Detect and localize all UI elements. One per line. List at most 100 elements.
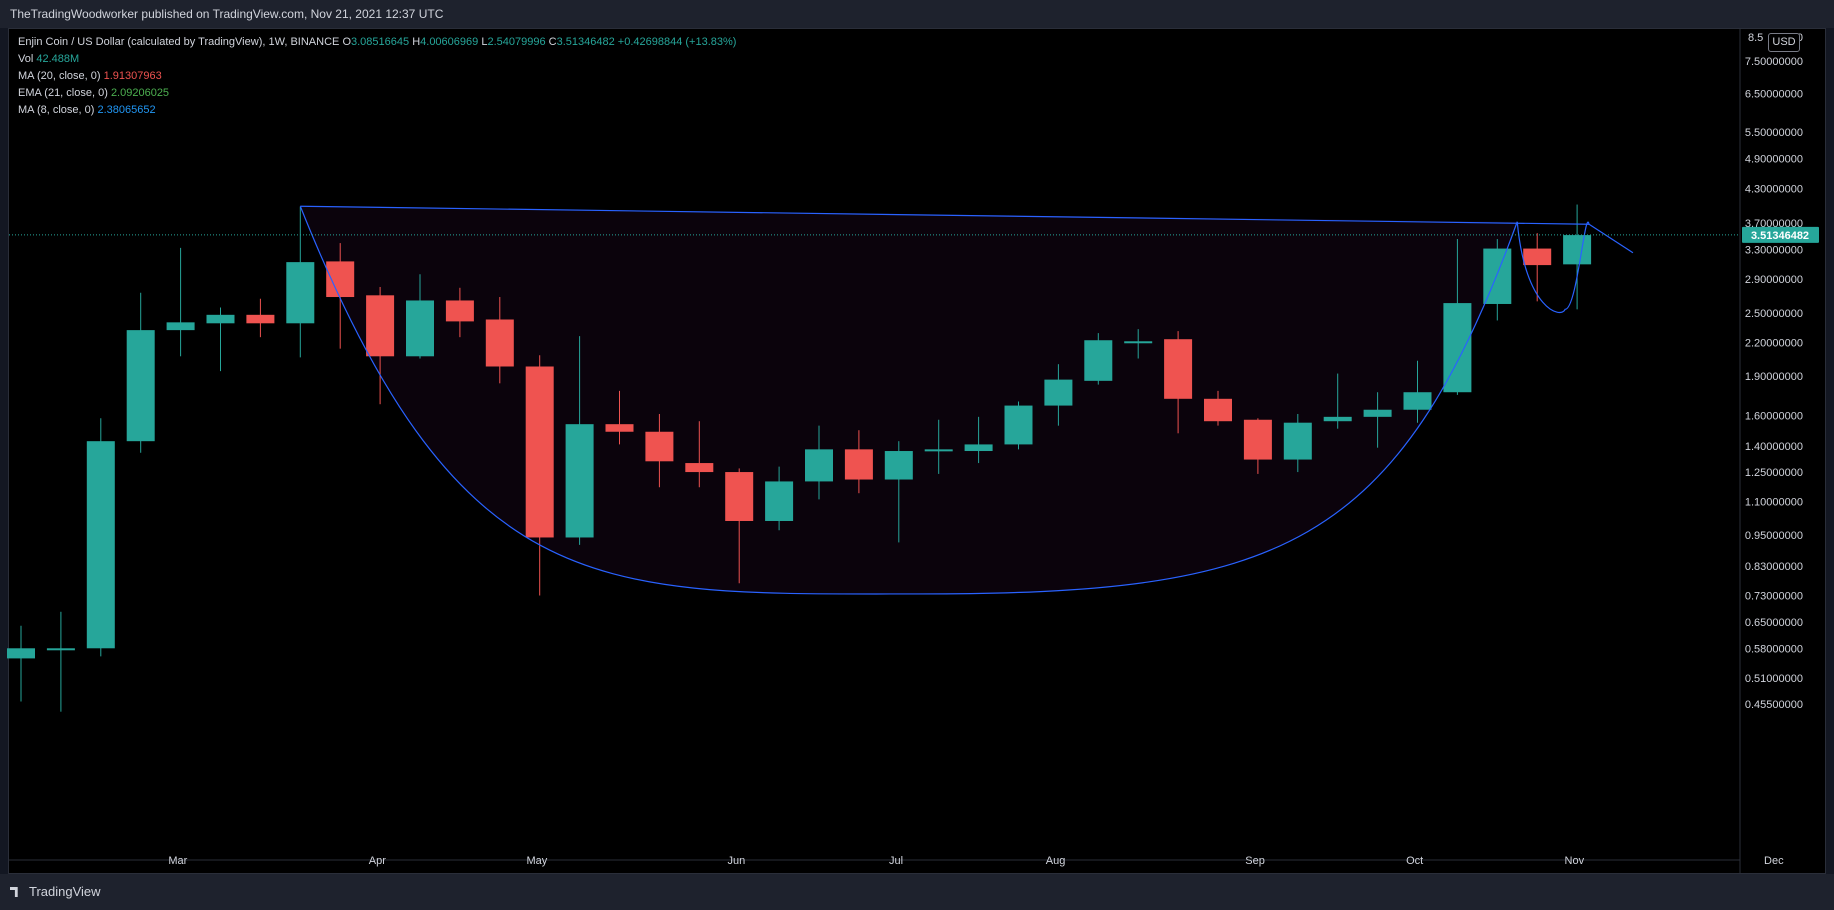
price-tick-label: 0.51000000 xyxy=(1745,673,1803,685)
candle-body xyxy=(1124,341,1153,344)
time-tick-label: Sep xyxy=(1245,855,1265,867)
candle-body xyxy=(964,444,993,452)
chart-frame[interactable] xyxy=(8,28,1826,874)
high-label: H xyxy=(412,36,421,48)
price-tick-label: 0.58000000 xyxy=(1745,643,1803,655)
price-tick-label: 2.50000000 xyxy=(1745,308,1803,320)
candle-body xyxy=(326,261,355,298)
ma8-label: MA (8, close, 0) xyxy=(18,104,95,116)
change-value: +0.42698844 (+13.83%) xyxy=(617,36,737,48)
volume-value: 42.488M xyxy=(36,53,80,65)
low-label: L xyxy=(481,36,488,48)
time-tick-label: May xyxy=(527,855,548,867)
candle-body xyxy=(1044,379,1073,406)
price-tick-label: 2.20000000 xyxy=(1745,337,1803,349)
symbol-title: Enjin Coin / US Dollar (calculated by Tr… xyxy=(18,36,340,48)
ma8-row[interactable]: MA (8, close, 0) 2.38065652 xyxy=(18,102,736,119)
candle-body xyxy=(7,648,35,659)
candlestick-chart[interactable]: 0.45500000 0.51000000 0.58000000 0.65000000… xyxy=(0,0,1834,874)
candle-body xyxy=(1004,405,1033,445)
price-tick-label: 0.83000000 xyxy=(1745,561,1803,573)
cup-curve xyxy=(299,206,1518,595)
ma20-row[interactable]: MA (20, close, 0) 1.91307963 xyxy=(18,68,736,85)
time-tick-label: Oct xyxy=(1406,855,1423,867)
low-value: 2.54079996 xyxy=(487,36,546,48)
price-tick-label: 6.50000000 xyxy=(1745,89,1803,101)
candle-body xyxy=(844,449,873,480)
price-tick-label: 0.45500000 xyxy=(1745,699,1803,711)
price-tick-label: 7.50000000 xyxy=(1745,56,1803,68)
candle-body xyxy=(525,366,554,538)
candle-body xyxy=(1243,419,1272,460)
candle-body xyxy=(565,424,594,538)
candle-body xyxy=(884,451,913,480)
time-tick-label: Jul xyxy=(889,855,903,867)
candle-body xyxy=(1363,409,1392,417)
price-tick-label: 2.90000000 xyxy=(1745,274,1803,286)
candle-body xyxy=(1523,248,1552,266)
candle-body xyxy=(406,300,434,357)
candle-body xyxy=(166,322,195,331)
candle-body xyxy=(645,431,674,462)
candle-body xyxy=(605,424,634,432)
candle-body xyxy=(1403,392,1432,410)
candle-body xyxy=(685,463,714,473)
candle-body xyxy=(725,472,754,521)
time-tick-label: Apr xyxy=(369,855,386,867)
time-tick-label: Aug xyxy=(1046,855,1066,867)
ma20-label: MA (20, close, 0) xyxy=(18,70,101,82)
tradingview-brand: TradingView xyxy=(29,884,101,899)
candle-body xyxy=(924,449,953,452)
tradingview-logo[interactable]: TradingView xyxy=(10,884,101,899)
open-value: 3.08516645 xyxy=(351,36,410,48)
tradingview-logo-icon xyxy=(10,887,18,897)
last-price-label: 3.51346482 xyxy=(1751,230,1809,242)
candle-body xyxy=(86,441,115,649)
price-tick-label: 8.5 xyxy=(1748,32,1763,44)
candle-body xyxy=(1084,340,1113,381)
candle-body xyxy=(366,295,395,357)
price-tick-label: 1.25000000 xyxy=(1745,467,1803,479)
publisher-info: TheTradingWoodworker published on Tradin… xyxy=(10,7,444,21)
ma8-value: 2.38065652 xyxy=(97,104,156,116)
close-label: C xyxy=(548,36,557,48)
price-tick-label: 1.10000000 xyxy=(1745,496,1803,508)
price-tick-label: 0.65000000 xyxy=(1745,617,1803,629)
time-tick-label: Nov xyxy=(1565,855,1585,867)
time-tick-label: Jun xyxy=(728,855,746,867)
candle-body xyxy=(765,481,794,521)
time-tick-label: Mar xyxy=(168,855,187,867)
candle-body xyxy=(206,314,235,324)
open-label: O xyxy=(342,36,351,48)
volume-row[interactable]: Vol 42.488M xyxy=(18,51,736,68)
candle-body xyxy=(485,319,514,367)
candle-body xyxy=(1283,422,1312,460)
high-value: 4.00606969 xyxy=(420,36,479,48)
cup-fill xyxy=(300,206,1518,594)
price-tick-label: 4.30000000 xyxy=(1745,184,1803,196)
candle-body xyxy=(1323,416,1352,422)
candle-body xyxy=(805,449,833,482)
price-tick-label: 3.30000000 xyxy=(1745,244,1803,256)
candle-body xyxy=(445,300,474,322)
candle-body xyxy=(1164,339,1193,399)
candle-body xyxy=(1483,248,1512,304)
candle-body xyxy=(46,648,75,651)
price-tick-label: 5.50000000 xyxy=(1745,127,1803,139)
ema21-label: EMA (21, close, 0) xyxy=(18,87,108,99)
rim-line xyxy=(300,205,1590,225)
symbol-row: Enjin Coin / US Dollar (calculated by Tr… xyxy=(18,34,736,51)
volume-label: Vol xyxy=(18,53,34,65)
price-tick-label: 1.60000000 xyxy=(1745,410,1803,422)
candle-body xyxy=(286,262,315,324)
price-tick-label: 0.95000000 xyxy=(1745,530,1803,542)
ema21-value: 2.09206025 xyxy=(110,87,170,99)
candle-body xyxy=(1204,398,1232,422)
time-tick-label: Dec xyxy=(1764,855,1784,867)
footer-bar: TradingView xyxy=(0,874,1834,910)
candle-body xyxy=(246,314,275,324)
close-value: 3.51346482 xyxy=(556,36,615,48)
publisher-bar: TheTradingWoodworker published on Tradin… xyxy=(0,0,1834,28)
ema21-row[interactable]: EMA (21, close, 0) 2.09206025 xyxy=(18,85,736,102)
currency-button[interactable]: USD xyxy=(1768,33,1800,52)
